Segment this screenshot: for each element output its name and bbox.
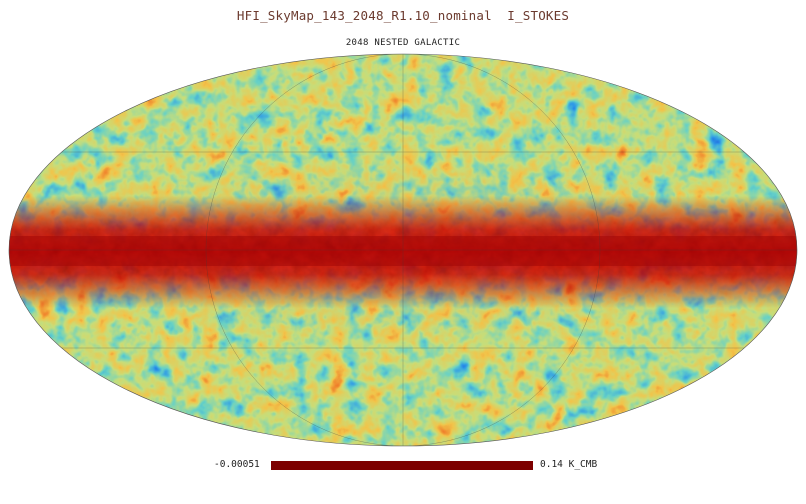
colorbar-max-label: 0.14 K_CMB: [540, 459, 598, 470]
colorbar: [271, 461, 533, 470]
map-subtitle: 2048 NESTED GALACTIC: [345, 38, 461, 48]
colorbar-min-label: -0.00051: [214, 459, 260, 470]
map-title: HFI_SkyMap_143_2048_R1.10_nominal I_STOK…: [236, 8, 570, 23]
map-border: [8, 53, 798, 447]
sky-map-body: [9, 54, 797, 446]
graticule: [9, 54, 797, 446]
